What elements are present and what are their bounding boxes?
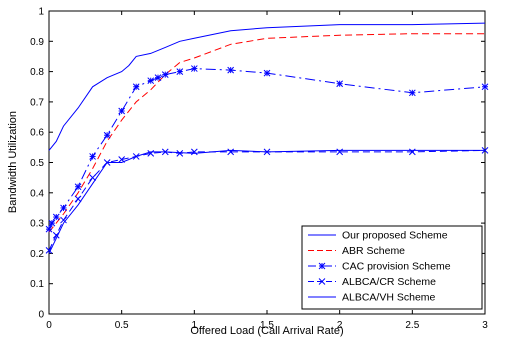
y-tick-label: 0.5	[30, 158, 44, 169]
legend-marker	[318, 278, 326, 285]
x-axis-title: Offered Load (Call Arrival Rate)	[190, 325, 343, 337]
series-5	[48, 149, 485, 254]
data-point	[60, 216, 67, 224]
y-tick-label: 1	[38, 7, 44, 18]
series-layer	[45, 22, 489, 254]
data-point	[481, 83, 489, 91]
data-point	[408, 148, 416, 156]
data-point	[190, 65, 198, 72]
data-point	[74, 195, 82, 203]
data-point	[132, 83, 140, 91]
y-tick-label: 0.7	[30, 97, 44, 108]
data-point	[89, 153, 96, 160]
data-point	[336, 148, 344, 156]
data-point	[161, 71, 169, 78]
data-point	[89, 174, 96, 182]
series-line	[48, 149, 485, 254]
legend-marker	[318, 262, 326, 270]
legend-label: ALBCA/CR Scheme	[342, 276, 436, 288]
data-point	[154, 74, 162, 82]
series-line	[48, 33, 485, 233]
data-point	[227, 66, 235, 74]
x-tick-label: 0.5	[115, 320, 129, 331]
data-point	[336, 80, 344, 88]
y-tick-label: 0.9	[30, 37, 44, 48]
y-tick-label: 0.6	[30, 128, 44, 139]
series-2	[48, 33, 485, 233]
y-tick-label: 0.3	[30, 219, 44, 230]
data-point	[227, 148, 235, 156]
legend-label: ALBCA/VH Scheme	[342, 292, 436, 304]
data-point	[263, 69, 271, 77]
x-tick-label: 1.5	[260, 320, 274, 331]
series-3	[45, 65, 489, 233]
series-1	[48, 22, 486, 151]
data-point	[176, 68, 184, 75]
data-point	[103, 131, 111, 139]
legend-label: Our proposed Scheme	[342, 230, 448, 242]
legend: Our proposed Scheme ABR Scheme CAC provisi…	[301, 225, 483, 310]
x-tick-label: 0	[46, 320, 52, 331]
data-point	[74, 183, 82, 191]
x-tick-label: 1	[192, 320, 198, 331]
data-point	[408, 89, 416, 97]
y-axis-title: Bandwidth Utilization	[7, 111, 19, 213]
x-axis: 0 0.5 1 1.5 2 2.5 3	[46, 11, 488, 331]
y-tick-label: 0	[38, 310, 44, 321]
y-tick-label: 0.1	[30, 279, 44, 290]
x-tick-label: 2.5	[405, 320, 419, 331]
y-tick-label: 0.2	[30, 249, 44, 260]
x-tick-label: 2	[337, 320, 343, 331]
data-point	[60, 204, 67, 212]
y-tick-label: 0.4	[30, 188, 44, 199]
data-point	[147, 77, 155, 85]
data-point	[118, 107, 126, 115]
data-point	[190, 148, 198, 156]
data-point	[45, 225, 53, 233]
data-point	[48, 219, 56, 227]
legend-label: CAC provision Scheme	[342, 261, 451, 273]
series-line	[48, 22, 486, 151]
legend-label: ABR Scheme	[342, 245, 405, 257]
legend-box	[301, 225, 483, 310]
y-tick-label: 0.8	[30, 67, 44, 78]
x-tick-label: 3	[482, 320, 488, 331]
y-axis: 0 0.1 0.2 0.3 0.4 0.5 0.6 0.7 0.8 0.9 1	[30, 7, 485, 321]
data-point	[176, 150, 184, 157]
data-point	[52, 213, 60, 221]
